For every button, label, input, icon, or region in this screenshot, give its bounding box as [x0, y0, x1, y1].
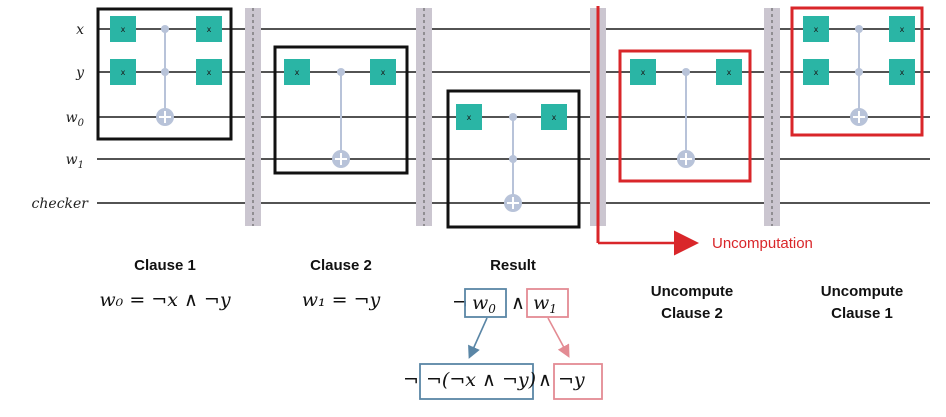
- caption-uncompute-2-line1: Uncompute: [651, 283, 734, 300]
- clause-2-block: x x: [275, 47, 407, 173]
- wire-label-w0: w0: [66, 110, 85, 129]
- x-gate: x: [456, 104, 482, 130]
- x-gate: x: [803, 59, 829, 85]
- formula-clause-1: w₀ = ¬x ∧ ¬y: [99, 289, 230, 311]
- control-dot: [682, 68, 690, 76]
- control-dot: [509, 155, 517, 163]
- uncompute-clause-2-block: x x: [620, 51, 750, 181]
- result-formula: ¬ w0 ∧ w1 ¬ ¬(¬x ∧ ¬y) ∧ ¬y: [403, 289, 602, 399]
- target-gate: [156, 108, 174, 126]
- result-w1: w1: [533, 292, 557, 316]
- x-gate: x: [110, 16, 136, 42]
- control-dot: [161, 68, 169, 76]
- caption-clause-1: Clause 1: [134, 257, 196, 274]
- svg-text:x: x: [295, 68, 300, 77]
- x-gate: x: [889, 59, 915, 85]
- barrier-1: [245, 8, 261, 226]
- x-gate: x: [541, 104, 567, 130]
- x-gate: x: [284, 59, 310, 85]
- svg-text:x: x: [207, 25, 212, 34]
- result-and: ∧: [511, 292, 525, 314]
- formula-clause-2: w₁ = ¬y: [302, 289, 381, 311]
- svg-text:x: x: [641, 68, 646, 77]
- target-gate: [504, 194, 522, 212]
- control-dot: [161, 25, 169, 33]
- x-gate: x: [110, 59, 136, 85]
- svg-text:x: x: [121, 68, 126, 77]
- wire-labels: x y w0 w1 checker: [32, 22, 90, 212]
- wire-label-checker: checker: [32, 196, 90, 212]
- svg-text:x: x: [814, 25, 819, 34]
- result-bottom-neg: ¬: [403, 369, 419, 391]
- svg-text:x: x: [207, 68, 212, 77]
- clause-1-block: x x x x: [98, 9, 231, 139]
- control-dot: [855, 25, 863, 33]
- target-gate: [332, 150, 350, 168]
- x-gate: x: [889, 16, 915, 42]
- x-gate: x: [370, 59, 396, 85]
- uncompute-clause-1-block: x x x x: [792, 8, 922, 135]
- barrier-2: [416, 8, 432, 226]
- x-gate: x: [630, 59, 656, 85]
- barrier-4: [764, 8, 780, 226]
- svg-text:x: x: [381, 68, 386, 77]
- result-w0: w0: [472, 292, 496, 316]
- result-bottom-and: ∧: [538, 369, 552, 391]
- result-arrow-pink: [548, 318, 568, 355]
- target-gate: [677, 150, 695, 168]
- caption-uncompute-1-line1: Uncompute: [821, 283, 904, 300]
- target-gate: [850, 108, 868, 126]
- svg-text:x: x: [552, 113, 557, 122]
- caption-uncompute-2-line2: Clause 2: [661, 305, 723, 322]
- formulas: w₀ = ¬x ∧ ¬y w₁ = ¬y: [99, 289, 380, 311]
- wire-label-w1: w1: [66, 152, 84, 171]
- svg-text:x: x: [900, 68, 905, 77]
- svg-text:x: x: [727, 68, 732, 77]
- control-dot: [337, 68, 345, 76]
- uncomputation-marker: Uncomputation: [598, 6, 813, 252]
- wire-label-y: y: [75, 65, 85, 81]
- uncomputation-label: Uncomputation: [712, 235, 813, 252]
- x-gate: x: [196, 59, 222, 85]
- control-dot: [509, 113, 517, 121]
- x-gate: x: [803, 16, 829, 42]
- result-bottom-right: ¬y: [558, 369, 585, 391]
- caption-uncompute-1-line2: Clause 1: [831, 305, 893, 322]
- x-gate: x: [716, 59, 742, 85]
- result-arrow-blue: [470, 318, 487, 356]
- svg-text:x: x: [467, 113, 472, 122]
- svg-text:x: x: [900, 25, 905, 34]
- x-gate: x: [196, 16, 222, 42]
- control-dot: [855, 68, 863, 76]
- wire-label-x: x: [76, 22, 84, 38]
- result-bottom-left: ¬(¬x ∧ ¬y): [426, 369, 536, 391]
- svg-text:x: x: [814, 68, 819, 77]
- caption-result: Result: [490, 257, 536, 274]
- svg-text:x: x: [121, 25, 126, 34]
- caption-clause-2: Clause 2: [310, 257, 372, 274]
